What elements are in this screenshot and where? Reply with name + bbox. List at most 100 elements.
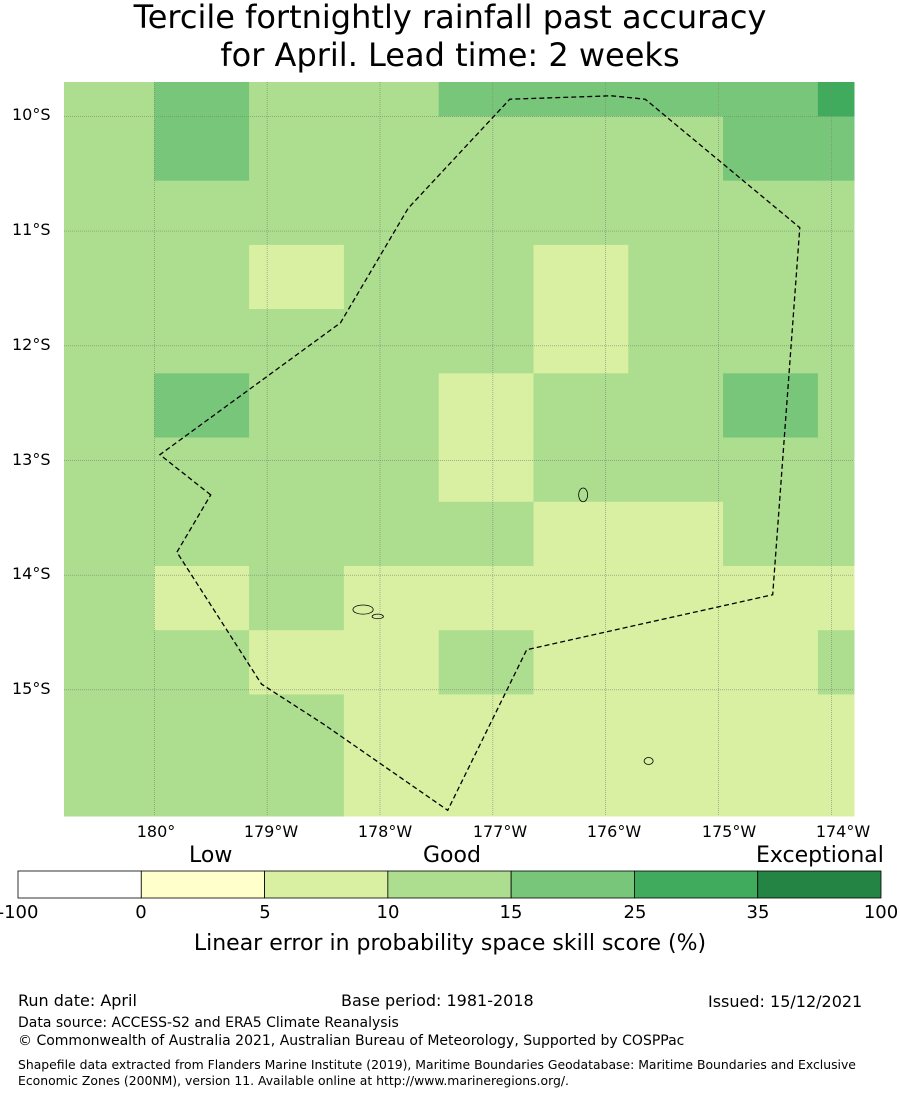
island-outline: [371, 613, 384, 620]
colorbar-tick: 35: [746, 902, 770, 923]
skill-cell: [438, 694, 534, 760]
skill-cell: [154, 694, 250, 760]
skill-cell: [438, 437, 534, 503]
skill-cell: [723, 373, 819, 439]
skill-cell: [817, 694, 855, 760]
colorbar-tick: -100: [0, 902, 39, 923]
skill-cell: [249, 82, 345, 117]
skill-cell: [154, 244, 250, 310]
category-good: Good: [423, 843, 481, 868]
skill-cell: [343, 309, 440, 374]
skill-cell: [817, 309, 855, 374]
colorbar-tick: 25: [623, 902, 647, 923]
skill-cell: [533, 116, 629, 182]
skill-cell: [533, 373, 629, 439]
skill-cell: [64, 758, 155, 817]
skill-cell: [817, 565, 855, 631]
skill-cell: [249, 565, 345, 631]
skill-cell: [343, 82, 440, 117]
colorbar-segment: [387, 870, 512, 899]
skill-cell: [154, 565, 250, 631]
lon-label-174w: 174°W: [815, 822, 871, 841]
skill-cell: [249, 244, 345, 310]
colorbar-segment: [17, 870, 142, 899]
skill-cell: [723, 309, 819, 374]
skill-cell: [628, 565, 724, 631]
skill-cell: [628, 116, 724, 182]
skill-cell: [64, 437, 155, 503]
skill-cell: [628, 309, 724, 374]
skill-cell: [249, 180, 345, 246]
lat-label-12s: 12°S: [12, 335, 51, 354]
skill-cell: [154, 82, 250, 117]
skill-cell: [438, 630, 534, 695]
skill-cell: [723, 82, 819, 117]
skill-cell: [343, 694, 440, 760]
map-title-line1: Tercile fortnightly rainfall past accura…: [133, 0, 767, 36]
copyright: © Commonwealth of Australia 2021, Austra…: [18, 1033, 685, 1049]
lon-label-178w: 178°W: [357, 822, 413, 841]
colorbar-tick: 10: [376, 902, 400, 923]
skill-cell: [438, 309, 534, 374]
skill-cell: [723, 116, 819, 182]
skill-cell: [817, 116, 855, 182]
skill-cell: [343, 565, 440, 631]
colorbar: [17, 870, 882, 899]
lon-label-180: 180°: [136, 822, 176, 841]
lon-label-179w: 179°W: [243, 822, 299, 841]
skill-cell: [438, 501, 534, 567]
skill-cell: [343, 758, 440, 817]
colorbar-tick: 5: [259, 902, 271, 923]
skill-cell: [343, 180, 440, 246]
skill-cell: [533, 630, 629, 695]
skill-cell: [533, 309, 629, 374]
skill-cell: [817, 180, 855, 246]
skill-cell: [723, 565, 819, 631]
skill-cell: [64, 565, 155, 631]
islands: [352, 487, 654, 765]
shapefile-credit: Shapefile data extracted from Flanders M…: [18, 1057, 856, 1088]
run-date: Run date: April: [18, 991, 137, 1010]
skill-cell: [154, 437, 250, 503]
skill-cell: [438, 180, 534, 246]
skill-cell: [249, 309, 345, 374]
skill-cell: [817, 82, 855, 117]
colorbar-tick: 100: [863, 902, 899, 923]
skill-cell: [817, 244, 855, 310]
skill-cell: [628, 501, 724, 567]
lat-label-13s: 13°S: [12, 450, 51, 469]
skill-cell: [628, 373, 724, 439]
skill-cell: [249, 437, 345, 503]
island-outline: [578, 487, 589, 503]
lon-label-175w: 175°W: [701, 822, 757, 841]
skill-cell: [64, 180, 155, 246]
skill-cell: [723, 630, 819, 695]
lat-label-10s: 10°S: [12, 105, 51, 124]
skill-cell: [154, 180, 250, 246]
skill-cell: [249, 630, 345, 695]
category-exceptional: Exceptional: [756, 843, 884, 868]
skill-cell: [154, 373, 250, 439]
skill-cell: [628, 630, 724, 695]
colorbar-segment: [264, 870, 389, 899]
skill-cell: [343, 373, 440, 439]
skill-cell: [154, 116, 250, 182]
skill-cell: [64, 309, 155, 374]
island-outline: [643, 757, 654, 765]
skill-cell: [343, 630, 440, 695]
skill-cell: [249, 758, 345, 817]
skill-cell: [343, 116, 440, 182]
skill-cell: [154, 501, 250, 567]
skill-cell: [438, 373, 534, 439]
skill-cell: [533, 180, 629, 246]
colorbar-title: Linear error in probability space skill …: [193, 931, 707, 956]
skill-cell: [438, 244, 534, 310]
issued-date: Issued: 15/12/2021: [708, 992, 863, 1011]
skill-cell: [628, 694, 724, 760]
skill-cell: [154, 309, 250, 374]
lat-label-15s: 15°S: [12, 679, 51, 698]
skill-cell: [723, 501, 819, 567]
island-outline: [352, 604, 374, 615]
lon-label-176w: 176°W: [586, 822, 642, 841]
skill-cell: [628, 244, 724, 310]
